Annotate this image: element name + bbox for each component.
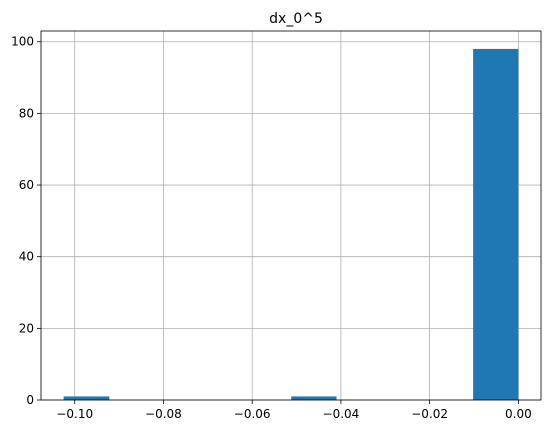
chart-title: dx_0^5 (269, 11, 323, 27)
histogram-bar (473, 48, 519, 400)
y-tick-label: 80 (19, 106, 34, 120)
histogram-bar (291, 396, 337, 400)
x-tick-label: −0.10 (56, 407, 93, 421)
y-tick-label: 0 (26, 393, 34, 407)
axes-layer (40, 30, 542, 401)
axes-frame (40, 30, 542, 401)
x-tick-label: −0.04 (323, 407, 360, 421)
y-tick-label: 40 (19, 250, 34, 264)
ticks-layer: −0.10 −0.08 −0.06 −0.04 −0.02 0.00 0 20 40 60 80 10… (11, 35, 532, 421)
y-tick-label: 60 (19, 178, 34, 192)
x-tick-label: −0.02 (411, 407, 448, 421)
bars-layer (63, 48, 519, 400)
x-tick-label: −0.08 (145, 407, 182, 421)
y-tick-label: 20 (19, 321, 34, 335)
x-tick-label: 0.00 (505, 407, 532, 421)
y-tick-label: 100 (11, 35, 34, 49)
x-tick-label: −0.06 (234, 407, 271, 421)
histogram-bar (63, 396, 110, 400)
